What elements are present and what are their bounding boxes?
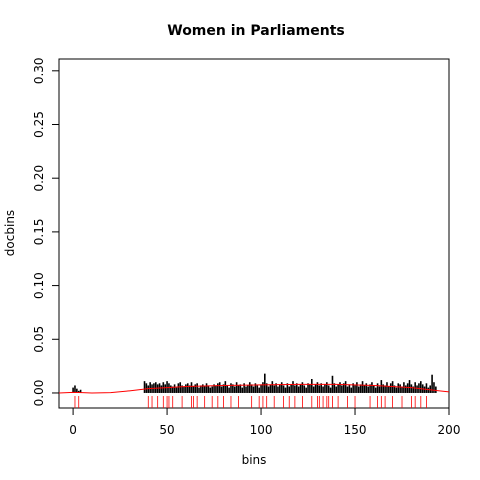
y-tick-label: 0.30 [32, 57, 46, 84]
y-tick-label: 0.05 [32, 326, 46, 353]
chart-title: Women in Parliaments [167, 23, 344, 39]
x-tick-label: 150 [344, 423, 367, 437]
x-tick-label: 100 [250, 423, 273, 437]
density-curve [58, 383, 450, 394]
y-tick-label: 0.00 [32, 380, 46, 407]
y-tick-label: 0.20 [32, 165, 46, 192]
y-tick-label: 0.25 [32, 111, 46, 138]
y-tick-label: 0.10 [32, 272, 46, 299]
plot-box [58, 58, 450, 409]
x-axis-label: bins [242, 453, 267, 467]
x-tick-label: 50 [159, 423, 174, 437]
x-tick-label: 200 [438, 423, 461, 437]
x-tick-label: 0 [69, 423, 77, 437]
y-axis-label: docbins [3, 210, 17, 256]
y-tick-label: 0.15 [32, 219, 46, 246]
